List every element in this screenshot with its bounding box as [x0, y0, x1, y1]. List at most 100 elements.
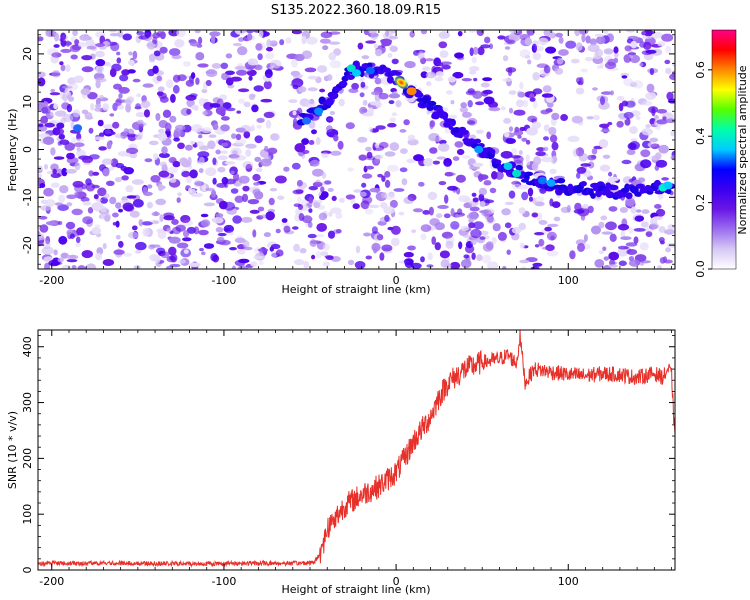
spectrogram-blob: [517, 135, 522, 139]
spectrogram-blob: [38, 100, 49, 107]
spectrogram-blob: [359, 92, 365, 98]
ridge-blob: [625, 192, 633, 200]
spectrogram-blob: [56, 122, 65, 129]
spectrogram-blob: [630, 206, 637, 214]
spectrogram-blob: [167, 166, 179, 174]
spectrogram-blob: [420, 71, 428, 79]
spectrogram-blob: [659, 240, 665, 245]
spectrogram-blob: [322, 261, 331, 267]
spectrogram-blob: [328, 31, 341, 35]
spectrogram-blob: [254, 156, 262, 162]
spectrogram-blob: [505, 138, 516, 144]
spectrogram-blob: [532, 262, 543, 267]
ridge-blob: [473, 138, 482, 144]
spectrogram-blob: [283, 225, 291, 233]
spectrogram-blob: [472, 162, 484, 167]
spectrogram-blob: [608, 206, 618, 212]
spectrogram-blob: [65, 168, 77, 174]
spectrogram-blob: [432, 136, 442, 142]
spectrogram-blob: [95, 50, 105, 58]
ridge-blob: [590, 192, 596, 199]
spectrogram-blob: [219, 200, 228, 210]
spectrogram-blob: [610, 90, 614, 96]
spectrogram-blob: [253, 85, 264, 92]
spectrogram-blob: [79, 34, 90, 41]
spectrogram-blob: [633, 228, 646, 232]
spectrogram-blob: [600, 91, 613, 95]
spectrogram-blob: [66, 254, 79, 260]
spectrogram-blob: [592, 87, 598, 91]
spectrogram-blob: [256, 124, 262, 129]
spectrogram-blob: [641, 209, 650, 214]
spectrogram-blob: [142, 228, 150, 237]
spectrogram-blob: [603, 256, 609, 261]
spectrogram-blob: [621, 159, 632, 165]
spectrogram-blob: [76, 227, 85, 236]
spectrogram-blob: [106, 140, 112, 150]
spectrogram-blob: [53, 156, 65, 160]
spectrogram-blob: [313, 201, 321, 209]
spectrogram-blob: [146, 43, 155, 48]
spectrogram-blob: [148, 53, 156, 62]
spectrogram-blob: [232, 173, 240, 182]
spectrogram-blob: [391, 58, 399, 65]
spectrogram-blob: [374, 77, 382, 85]
snr-panel: -200 -100 0 100 0 100 200 300 400 Height of stra…: [6, 329, 676, 596]
spectrogram-blob: [591, 225, 601, 235]
spectrogram-blob: [245, 143, 257, 149]
snr-plot-area: [38, 330, 675, 568]
spectrogram-blob: [378, 141, 389, 149]
spectrogram-blob: [527, 187, 534, 197]
spectrogram-blob: [534, 201, 545, 207]
spectrogram-blob: [210, 253, 218, 262]
spectrogram-blob: [459, 106, 469, 113]
spectrogram-blob: [613, 52, 619, 58]
spectrogram-blob: [201, 127, 212, 134]
spectrogram-blob: [94, 136, 106, 141]
ridge-blob: [414, 91, 424, 98]
spectrogram-blob: [444, 194, 449, 204]
spectrogram-blob: [450, 221, 460, 230]
spectrogram-blob: [395, 100, 402, 108]
spectrogram-blob: [121, 175, 129, 181]
spectrogram-blob: [519, 242, 525, 249]
spectrogram-blob: [533, 156, 542, 166]
spectrogram-blob: [368, 126, 373, 133]
spectrogram-blob: [384, 151, 396, 157]
spectrogram-blob: [361, 182, 367, 188]
spectrogram-blob: [358, 154, 367, 161]
spectrogram-blob: [649, 223, 660, 229]
spectrogram-blob: [236, 110, 241, 114]
spectrogram-blob: [183, 61, 191, 67]
spectrogram-blob: [463, 254, 470, 259]
spectrogram-blob: [258, 260, 264, 265]
spectrogram-blob: [198, 168, 204, 174]
spectrogram-blob: [319, 38, 331, 44]
spectrogram-blob: [291, 59, 298, 68]
spectrogram-blob: [115, 162, 125, 169]
spectrogram-blob: [443, 213, 451, 219]
spectrogram-blob: [445, 240, 454, 249]
spectrogram-blob: [495, 171, 504, 180]
figure-title: S135.2022.360.18.09.R15: [271, 3, 441, 18]
spectrogram-blob: [457, 208, 463, 215]
ridge-blob: [666, 188, 672, 195]
spectrogram-blob: [257, 248, 269, 252]
ridge-blob: [366, 62, 373, 68]
spectrogram-blob: [199, 247, 204, 252]
spectrogram-blob: [481, 254, 492, 264]
spectrogram-blob: [381, 244, 393, 252]
spectrogram-blob: [429, 147, 438, 154]
spectrogram-blob: [639, 242, 649, 251]
spectrogram-blob: [519, 259, 530, 264]
spectrogram-blob: [580, 68, 588, 73]
spectrogram-blob: [412, 208, 424, 213]
spectrogram-blob: [544, 226, 552, 232]
spectrogram-blob: [365, 146, 372, 152]
spectrogram-blob: [662, 116, 667, 121]
colorbar-bar: [712, 30, 736, 269]
spectrogram-blob: [61, 167, 68, 177]
spectrogram-blob: [376, 234, 384, 241]
spectrogram-blob: [363, 30, 370, 36]
spectrogram-blob: [252, 188, 261, 196]
